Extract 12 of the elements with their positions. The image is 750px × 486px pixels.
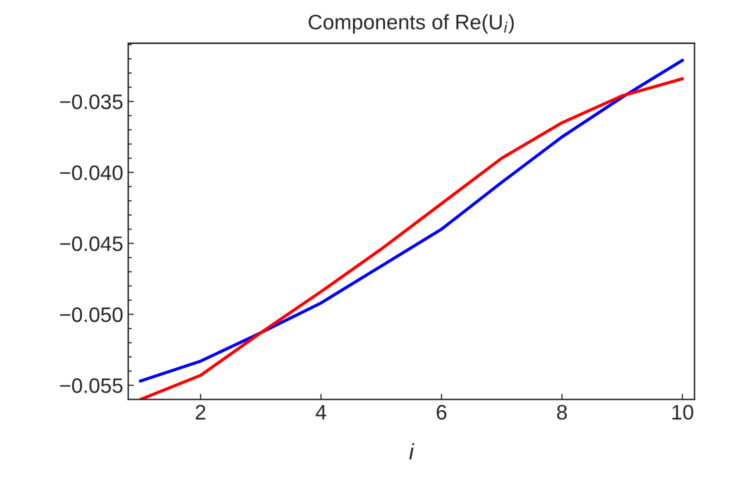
x-tick-label: 10 <box>672 404 694 420</box>
y-tick-label: −0.050 <box>60 307 123 322</box>
x-tick-label: 4 <box>316 405 326 420</box>
x-tick-label: 2 <box>196 404 206 420</box>
y-tick-label: −0.035 <box>60 94 123 110</box>
chart-title: Components of Re(U$_{i}$) <box>308 14 514 34</box>
y-tick-label: −0.055 <box>60 378 123 394</box>
y-tick-label: −0.045 <box>60 236 123 252</box>
x-tick-label: 6 <box>436 404 446 420</box>
x-tick-label: 8 <box>557 404 567 420</box>
y-tick-label: −0.040 <box>60 165 123 180</box>
x-axis-title: i <box>409 443 414 460</box>
